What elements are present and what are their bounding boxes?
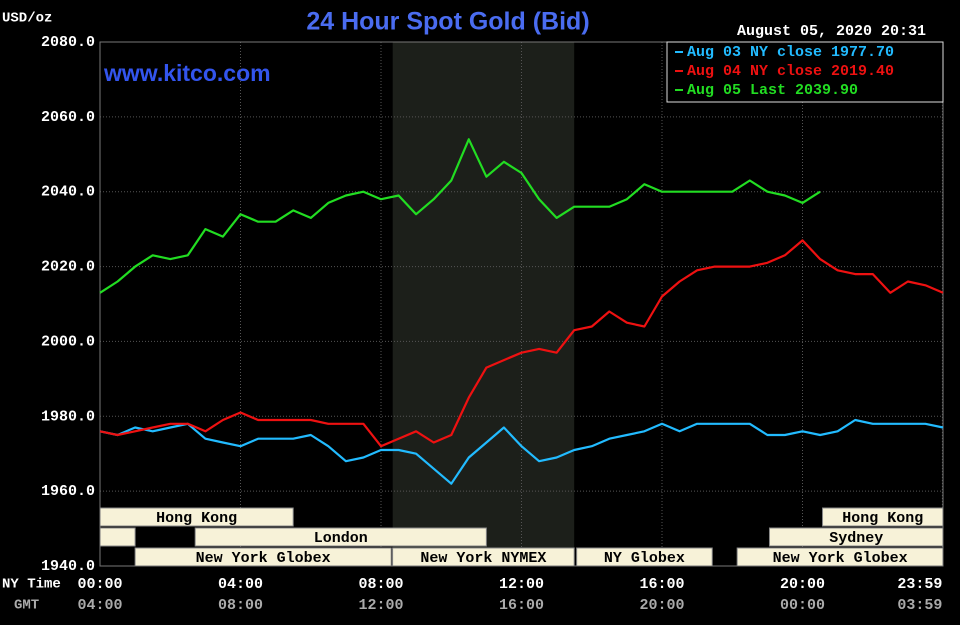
x-tick-label: 16:00: [639, 576, 684, 593]
session-label: NY Globex: [604, 550, 685, 567]
x-tick-label: 08:00: [358, 576, 403, 593]
session-label: New York Globex: [196, 550, 331, 567]
chart-title: 24 Hour Spot Gold (Bid): [306, 8, 589, 36]
x-tick-label: 04:00: [218, 576, 263, 593]
x2-tick-label: 08:00: [218, 597, 263, 614]
legend-box: [666, 41, 944, 103]
shade-region: [392, 42, 575, 566]
x-tick-label: 20:00: [780, 576, 825, 593]
x2-tick-label: 03:59: [897, 597, 942, 614]
session-label: Hong Kong: [842, 510, 923, 527]
session-label: Sydney: [829, 530, 883, 547]
y-tick-label: 2040.0: [41, 184, 95, 201]
series-line: [99, 239, 944, 448]
y-tick-label: 2020.0: [41, 259, 95, 276]
x-tick-label: 23:59: [897, 576, 942, 593]
y-axis-label: USD/oz: [2, 11, 52, 27]
session-box: [194, 527, 487, 547]
session-label: New York NYMEX: [420, 550, 546, 567]
session-label: Hong Kong: [156, 510, 237, 527]
y-tick-label: 2080.0: [41, 34, 95, 51]
legend-label: Aug 03 NY close 1977.70: [687, 44, 894, 61]
legend-label: Aug 05 Last 2039.90: [687, 82, 858, 99]
y-tick-label: 2000.0: [41, 333, 95, 350]
session-label: New York Globex: [773, 550, 908, 567]
y-tick-label: 2060.0: [41, 109, 95, 126]
y-tick-label: 1960.0: [41, 483, 95, 500]
x2-tick-label: 00:00: [780, 597, 825, 614]
plot-frame: [99, 41, 944, 567]
x2-tick-label: 16:00: [499, 597, 544, 614]
x2-tick-label: 12:00: [358, 597, 403, 614]
session-box: [99, 527, 136, 547]
series-line: [99, 138, 821, 294]
legend-label: Aug 04 NY close 2019.40: [687, 63, 894, 80]
watermark: www.kitco.com: [103, 60, 271, 86]
x-tick-label: 00:00: [77, 576, 122, 593]
x2-axis-label: GMT: [14, 598, 39, 614]
timestamp: August 05, 2020 20:31: [737, 23, 926, 40]
x-axis-label: NY Time: [2, 577, 61, 593]
x2-tick-label: 04:00: [77, 597, 122, 614]
x-tick-label: 12:00: [499, 576, 544, 593]
session-label: London: [314, 530, 368, 547]
series-line: [99, 418, 944, 485]
y-tick-label: 1980.0: [41, 408, 95, 425]
x2-tick-label: 20:00: [639, 597, 684, 614]
y-tick-label: 1940.0: [41, 558, 95, 575]
